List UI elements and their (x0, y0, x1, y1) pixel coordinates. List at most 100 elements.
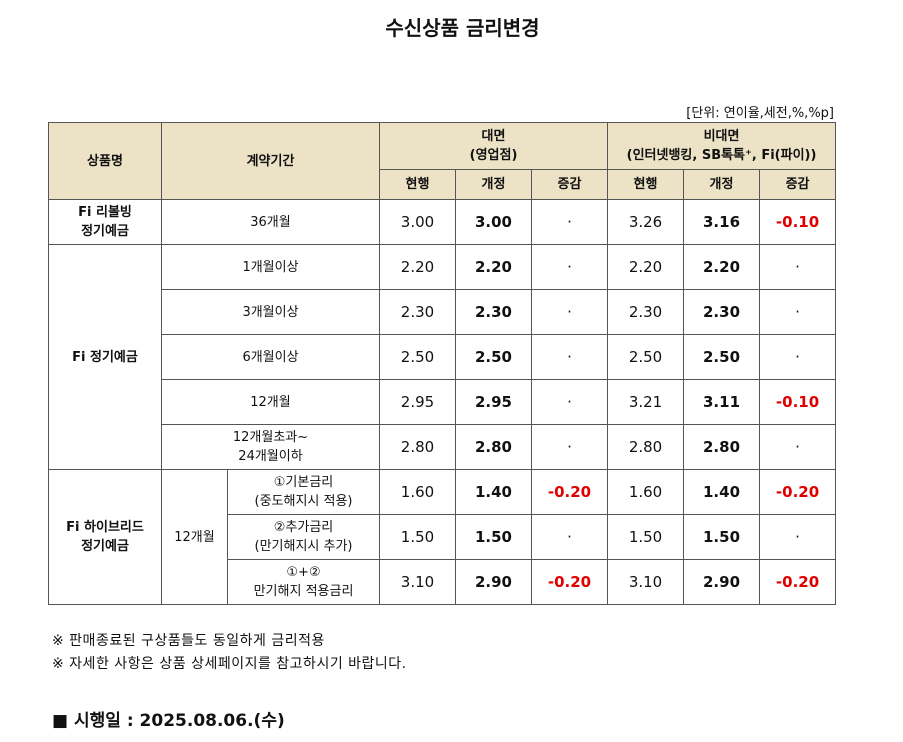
effective-label: ■ 시행일 : (52, 711, 134, 731)
rate-cell: 2.50 (379, 334, 456, 380)
rate-cell: 2.90 (455, 559, 532, 605)
rate-cell: · (759, 244, 837, 290)
term: 3개월이상 (161, 289, 380, 335)
text-line: ①+② (286, 565, 321, 580)
rate-cell: 1.40 (683, 469, 761, 515)
rate-cell: 2.30 (379, 289, 456, 335)
rate-cell: · (530, 424, 609, 470)
header-row: 현행 개정 증감 현행 개정 증감 (49, 169, 837, 200)
term: 12개월초과~ 24개월이하 (161, 424, 380, 470)
text-line: (만기해지시 추가) (254, 539, 353, 554)
title: 수신상품 금리변경 (385, 16, 540, 40)
column-header: 개정 (683, 169, 761, 200)
rate-cell: · (759, 334, 837, 380)
rate-cell: 3.11 (683, 379, 761, 425)
rate-cell: 2.20 (683, 244, 761, 290)
notes: ※ 판매종료된 구상품들도 동일하게 금리적용 ※ 자세한 사항은 상품 상세페이… (52, 630, 407, 676)
term: 6개월이상 (161, 334, 380, 380)
data-row: ①+② 만기해지 적용금리 3.10 2.90 -0.20 3.10 2.90 -0.20 (49, 559, 837, 605)
text-line: Fi 하이브리드 (66, 520, 144, 535)
rate-cell: 2.20 (379, 244, 456, 290)
rate-cell: 3.10 (379, 559, 456, 605)
text-line: Fi 리볼빙 (78, 205, 132, 220)
text-line: 12개월 (250, 394, 291, 410)
note: ※ 자세한 사항은 상품 상세페이지를 참고하시기 바랍니다. (52, 656, 407, 672)
rate-cell: 2.50 (683, 334, 761, 380)
header-cell: 대면 (영업점) (378, 122, 609, 170)
rate-cell: 2.80 (607, 424, 685, 470)
rate-cell: 2.95 (379, 379, 456, 425)
text-line: (중도해지시 적용) (254, 494, 353, 509)
rate-cell: 1.60 (379, 469, 456, 515)
rate-cell: · (530, 334, 609, 380)
rate-cell: · (530, 514, 609, 560)
rate-cell: -0.10 (759, 199, 837, 245)
rate-cell: 2.80 (379, 424, 456, 470)
term: ②추가금리 (만기해지시 추가) (227, 514, 380, 560)
rate-cell: 2.20 (607, 244, 685, 290)
rate-cell: 2.50 (455, 334, 532, 380)
rate-cell: -0.20 (530, 559, 609, 605)
rate-table: 상품명 계약기간 대면 (영업점) 비대면 (인터넷뱅킹, SB톡톡⁺, Fi(파이)) 현… (48, 122, 837, 605)
rate-cell: 3.21 (607, 379, 685, 425)
data-row: Fi 정기예금 1개월이상 2.20 2.20 · 2.20 2.20 · (48, 244, 837, 470)
data-row: 6개월이상 2.50 2.50 · 2.50 2.50 · (49, 334, 837, 380)
header-row: 상품명 계약기간 대면 (영업점) 비대면 (인터넷뱅킹, SB톡톡⁺, Fi(파이)) (48, 122, 837, 200)
rate-cell: 2.30 (683, 289, 761, 335)
product-name: Fi 정기예금 (48, 244, 162, 470)
rate-cell: 2.20 (455, 244, 532, 290)
rate-cell: 2.80 (455, 424, 532, 470)
rate-cell: · (530, 199, 609, 245)
term: 1개월이상 (161, 244, 380, 290)
text-line: 3개월이상 (242, 304, 299, 320)
data-row: 3개월이상 2.30 2.30 · 2.30 2.30 · (49, 289, 837, 335)
column-header: 현행 (607, 169, 685, 200)
rate-cell: 2.90 (683, 559, 761, 605)
header-cell: 상품명 (48, 122, 162, 200)
header-cell: 계약기간 (161, 122, 380, 200)
group-sub: (영업점) (469, 148, 518, 163)
term: 36개월 (161, 199, 380, 245)
rate-cell: 2.30 (607, 289, 685, 335)
text-line: Fi 정기예금 (72, 349, 138, 365)
text-line: 만기해지 적용금리 (253, 584, 354, 599)
effective-value: 2025.08.06.(수) (139, 711, 285, 731)
rate-cell: 3.16 (683, 199, 761, 245)
rate-cell: 1.60 (607, 469, 685, 515)
text-line: ①기본금리 (273, 475, 334, 490)
rate-cell: -0.20 (759, 559, 837, 605)
column-header: 개정 (455, 169, 532, 200)
rate-cell: · (530, 379, 609, 425)
text-line: 정기예금 (81, 539, 129, 554)
unit-note: [단위: 연이율,세전,%,%p] (686, 106, 834, 121)
rate-cell: 1.40 (455, 469, 532, 515)
rate-cell: · (530, 289, 609, 335)
term-main: 12개월 (161, 469, 228, 605)
rate-cell: -0.20 (530, 469, 609, 515)
group-sub: (인터넷뱅킹, SB톡톡⁺, Fi(파이)) (626, 148, 817, 163)
rate-cell: 2.50 (607, 334, 685, 380)
group-name: 대면 (481, 129, 506, 144)
column-header: 증감 (530, 169, 609, 200)
rate-cell: 1.50 (455, 514, 532, 560)
rate-cell: · (759, 514, 837, 560)
term: ①기본금리 (중도해지시 적용) (227, 469, 380, 515)
rate-cell: 3.00 (455, 199, 532, 245)
rate-cell: · (759, 289, 837, 335)
rate-cell: 2.80 (683, 424, 761, 470)
data-row: Fi 리볼빙 정기예금 36개월 3.00 3.00 · 3.26 3.16 -0.10 (48, 199, 837, 245)
rate-cell: 2.30 (455, 289, 532, 335)
group-name: 비대면 (703, 129, 740, 144)
rate-cell: 1.50 (683, 514, 761, 560)
text-line: 정기예금 (81, 224, 129, 239)
effective-date: ■ 시행일 : 2025.08.06.(수) (52, 706, 285, 731)
rate-cell: 3.00 (379, 199, 456, 245)
data-row: 12개월 2.95 2.95 · 3.21 3.11 -0.10 (49, 379, 837, 425)
text-line: 1개월이상 (242, 259, 299, 275)
text-line: 12개월초과~ (232, 430, 309, 445)
text-line: 24개월이하 (238, 449, 303, 464)
column-header: 증감 (759, 169, 837, 200)
